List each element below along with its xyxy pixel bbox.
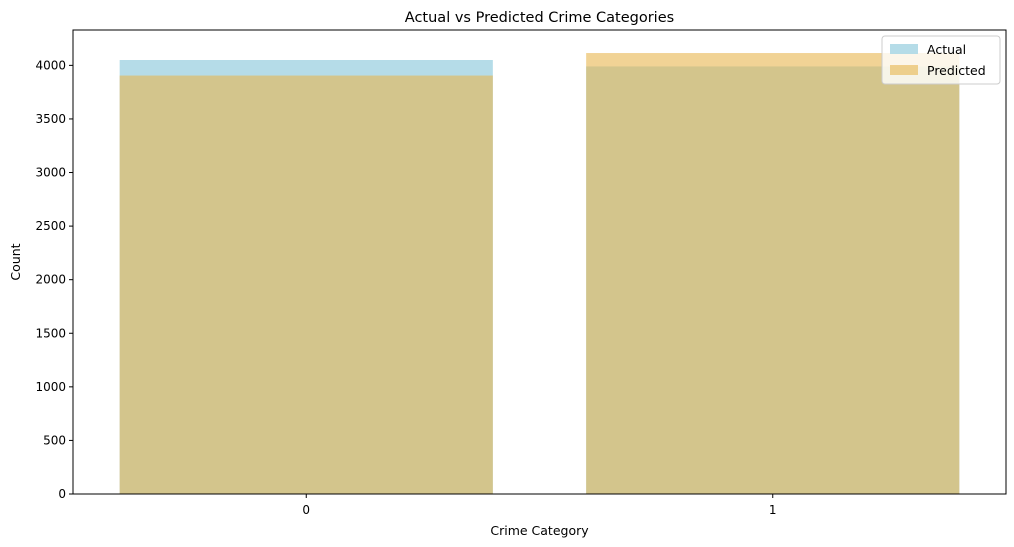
plot-frame [72, 29, 1007, 495]
legend: Actual Predicted [881, 35, 1001, 85]
y-tick-label: 4000 [35, 58, 66, 72]
x-tick-label: 0 [302, 503, 310, 517]
y-axis: 0 500 1000 1500 2000 2500 3000 3500 4000 [35, 58, 73, 501]
y-tick-label: 500 [43, 433, 66, 447]
y-tick-label: 2500 [35, 219, 66, 233]
chart-title: Actual vs Predicted Crime Categories [405, 10, 674, 26]
y-axis-label: Count [8, 243, 23, 280]
y-tick-label: 2000 [35, 273, 66, 287]
bars-group [119, 53, 960, 495]
y-tick-label: 3000 [35, 166, 66, 180]
x-axis-label: Crime Category [490, 523, 589, 538]
x-tick-label: 1 [769, 503, 777, 517]
bar-predicted-1 [586, 53, 960, 495]
y-tick-label: 1500 [35, 326, 66, 340]
bar-predicted-0 [119, 75, 493, 494]
legend-swatch-actual [890, 44, 918, 54]
legend-swatch-predicted [890, 65, 918, 75]
y-tick-label: 1000 [35, 380, 66, 394]
legend-label-actual: Actual [927, 42, 966, 57]
y-tick-label: 3500 [35, 112, 66, 126]
legend-label-predicted: Predicted [927, 63, 986, 78]
y-tick-label: 0 [58, 487, 66, 501]
